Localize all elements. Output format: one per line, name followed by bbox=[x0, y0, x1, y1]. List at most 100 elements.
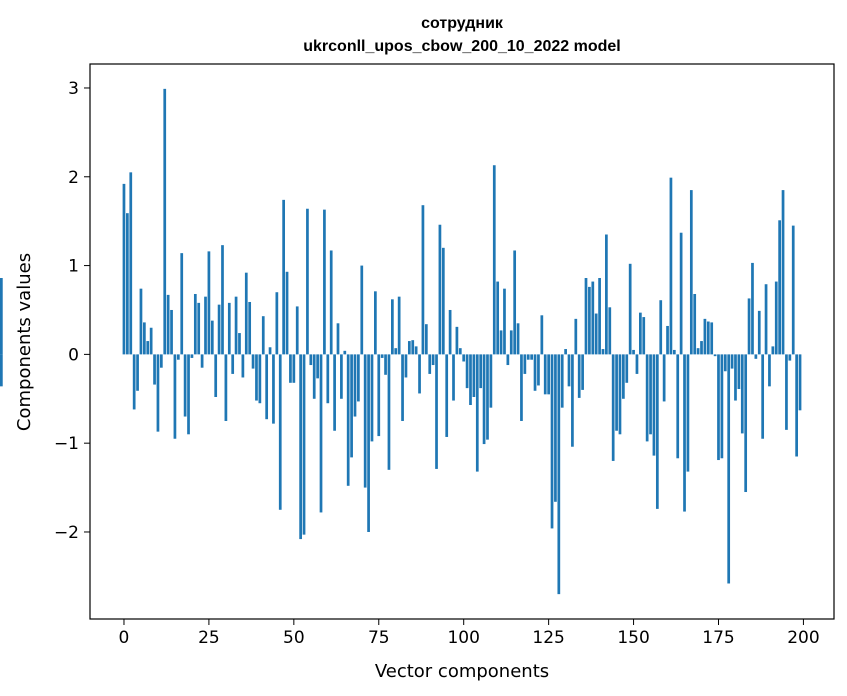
bar-21 bbox=[193, 293, 197, 355]
bar-13 bbox=[166, 294, 170, 355]
bar-14 bbox=[170, 309, 173, 355]
x-tick-label: 100 bbox=[447, 628, 479, 648]
bar-66 bbox=[346, 354, 350, 486]
bar-163 bbox=[676, 354, 680, 459]
bar-121 bbox=[533, 354, 537, 391]
bar-112 bbox=[503, 288, 506, 355]
bar-143 bbox=[608, 307, 612, 355]
bar-62 bbox=[333, 354, 336, 431]
bar-45 bbox=[275, 292, 279, 355]
bar-19 bbox=[187, 354, 190, 435]
bar-76 bbox=[380, 354, 384, 358]
bar-190 bbox=[768, 354, 771, 387]
bar-109 bbox=[492, 165, 496, 355]
bar-7 bbox=[146, 341, 150, 355]
y-tick-label: −2 bbox=[54, 523, 79, 543]
bar-26 bbox=[210, 320, 214, 355]
bar-179 bbox=[730, 354, 734, 369]
bar-169 bbox=[696, 348, 700, 355]
bar-140 bbox=[598, 278, 601, 355]
bar-49 bbox=[289, 354, 292, 383]
bar-103 bbox=[472, 354, 476, 397]
bar-137 bbox=[588, 286, 591, 355]
bar-174 bbox=[713, 354, 717, 357]
bar-77 bbox=[384, 354, 387, 375]
bar-157 bbox=[655, 354, 659, 509]
y-axis-label: Components values bbox=[14, 253, 35, 431]
bar-170 bbox=[700, 341, 703, 355]
x-tick-label: 75 bbox=[368, 628, 390, 648]
bar-95 bbox=[445, 354, 449, 437]
bar-165 bbox=[683, 354, 686, 512]
bar-31 bbox=[227, 302, 231, 355]
bar-162 bbox=[672, 349, 676, 355]
bar-16 bbox=[176, 354, 180, 360]
bar-172 bbox=[706, 321, 710, 355]
bar-75 bbox=[377, 354, 381, 437]
bars-group bbox=[0, 88, 802, 595]
bar-63 bbox=[336, 323, 340, 355]
bar-30 bbox=[224, 354, 228, 421]
y-tick-label: 0 bbox=[68, 345, 79, 365]
bar-184 bbox=[747, 298, 751, 355]
bar-117 bbox=[520, 354, 523, 421]
bar-116 bbox=[516, 323, 520, 355]
bar-34 bbox=[238, 333, 241, 355]
bar-155 bbox=[649, 354, 652, 435]
bar-15 bbox=[173, 354, 177, 439]
bar-194 bbox=[781, 190, 785, 355]
x-tick-label: 125 bbox=[532, 628, 564, 648]
bar-132 bbox=[571, 354, 574, 447]
bar-145 bbox=[615, 354, 618, 431]
bar-6 bbox=[143, 322, 146, 355]
bar-88 bbox=[421, 205, 425, 355]
bar-154 bbox=[645, 354, 649, 442]
bar-92 bbox=[435, 354, 438, 469]
bar-178 bbox=[727, 354, 731, 584]
bar-58 bbox=[319, 354, 323, 513]
bar-138 bbox=[591, 281, 595, 355]
bar-24 bbox=[204, 296, 207, 355]
bar-153 bbox=[642, 317, 646, 355]
bar-73 bbox=[370, 354, 374, 442]
bar-54 bbox=[306, 208, 309, 355]
bar-74 bbox=[374, 291, 377, 355]
bar-83 bbox=[404, 354, 408, 378]
bar-126 bbox=[550, 354, 554, 529]
bar-99 bbox=[458, 348, 462, 355]
bar-3 bbox=[132, 354, 136, 410]
bar-71 bbox=[363, 354, 367, 488]
bar-22 bbox=[197, 302, 201, 355]
chart-title: сотрудник bbox=[421, 15, 504, 32]
bar-56 bbox=[312, 354, 316, 399]
bar-127 bbox=[554, 354, 557, 502]
bar-180 bbox=[734, 354, 737, 401]
x-tick-label: 150 bbox=[617, 628, 649, 648]
bar-182 bbox=[740, 354, 744, 434]
bar-102 bbox=[469, 354, 472, 405]
bar-48 bbox=[285, 271, 289, 355]
bar-189 bbox=[764, 284, 768, 355]
bar-144 bbox=[611, 354, 615, 461]
bar-41 bbox=[261, 316, 265, 355]
x-tick-label: 50 bbox=[283, 628, 305, 648]
bar-2 bbox=[129, 172, 133, 355]
bar-28 bbox=[217, 304, 221, 355]
bar-183 bbox=[744, 354, 748, 493]
bar-139 bbox=[594, 313, 598, 355]
bar-87 bbox=[418, 354, 421, 394]
bar-57 bbox=[316, 354, 319, 379]
bar-4 bbox=[136, 354, 139, 391]
bar-39 bbox=[255, 354, 258, 401]
bar-125 bbox=[547, 354, 550, 395]
bar-177 bbox=[723, 354, 727, 372]
bar-90 bbox=[428, 354, 432, 374]
bar-18 bbox=[183, 354, 187, 417]
bar-69 bbox=[357, 354, 360, 402]
bar-196 bbox=[788, 354, 792, 361]
bar-72 bbox=[367, 354, 370, 532]
bar-8 bbox=[149, 327, 153, 355]
bar-65 bbox=[343, 350, 347, 355]
bar-122 bbox=[537, 354, 540, 386]
